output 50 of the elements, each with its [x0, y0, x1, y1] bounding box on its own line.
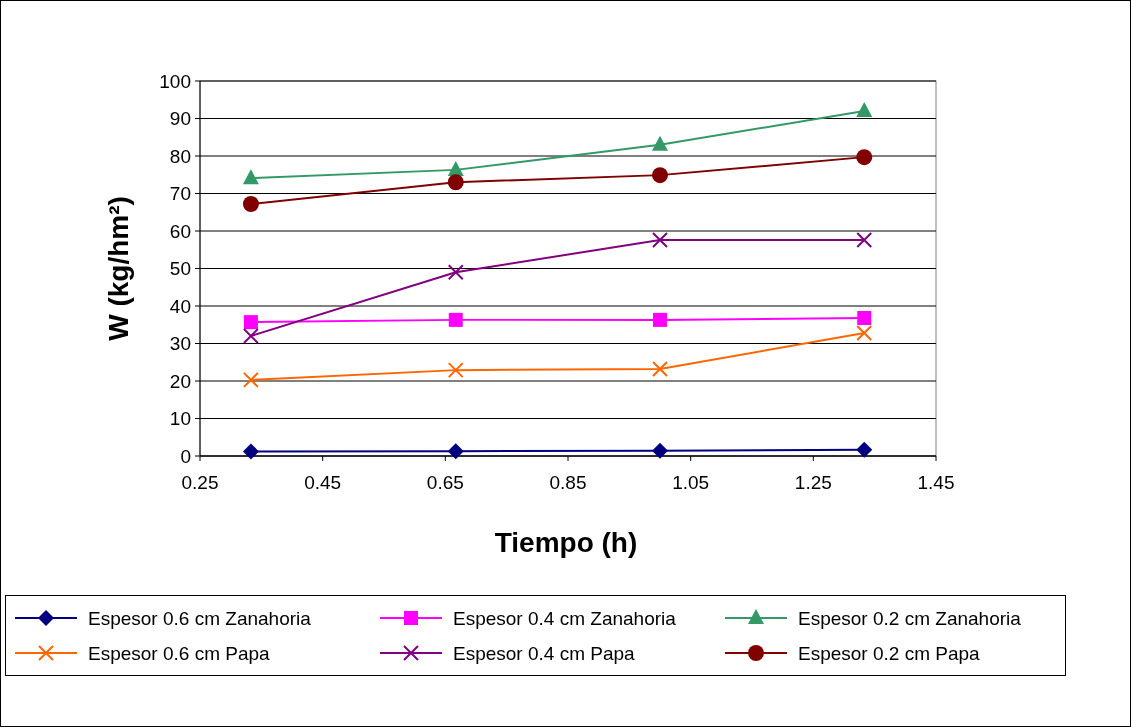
x-axis-title: Tiempo (h) [494, 527, 638, 558]
point [242, 443, 259, 460]
legend-label: Espesor 0.2 cm Zanahoria [798, 607, 1022, 629]
point [652, 167, 668, 184]
x-tick-label: 0.45 [304, 472, 342, 493]
point [653, 312, 667, 327]
legend-label: Espesor 0.2 cm Papa [798, 642, 981, 664]
point [652, 361, 668, 377]
x-tick-label: 0.85 [549, 472, 587, 493]
legend-label: Espesor 0.4 cm Zanahoria [453, 607, 677, 629]
point [242, 328, 259, 344]
y-tick-label: 60 [169, 220, 191, 242]
point [242, 371, 259, 388]
y-tick-label: 40 [169, 295, 191, 317]
y-tick-label: 0 [180, 445, 191, 467]
y-tick-label: 80 [169, 145, 191, 167]
legend-label: Espesor 0.6 cm Papa [88, 642, 271, 664]
point [448, 312, 463, 327]
y-tick-label: 100 [159, 70, 191, 92]
x-tick-label: 1.45 [917, 472, 955, 493]
point [447, 174, 464, 191]
point [652, 442, 668, 459]
point [856, 441, 873, 458]
y-axis-title: W (kg/hm²) [103, 196, 134, 341]
y-tick-label: 10 [169, 408, 191, 430]
point [856, 102, 873, 117]
point [242, 169, 259, 185]
legend-label: Espesor 0.6 cm Zanahoria [88, 607, 312, 629]
point [857, 311, 872, 325]
point [447, 443, 464, 460]
point [447, 160, 464, 176]
point [652, 232, 668, 248]
point [856, 325, 873, 341]
point [652, 135, 668, 151]
point [856, 149, 873, 166]
legend-label: Espesor 0.4 cm Papa [453, 642, 636, 664]
y-tick-label: 30 [169, 333, 191, 355]
point [856, 232, 873, 248]
y-tick-label: 20 [169, 370, 191, 392]
point [447, 362, 464, 379]
x-tick-label: 0.25 [181, 472, 219, 493]
point [447, 264, 464, 281]
x-tick-label: 1.25 [794, 472, 832, 493]
point [242, 196, 259, 212]
x-tick-label: 1.05 [672, 472, 710, 493]
y-tick-label: 50 [169, 258, 191, 280]
x-tick-label: 0.65 [426, 472, 464, 493]
y-tick-label: 70 [169, 183, 191, 205]
y-tick-label: 90 [169, 108, 191, 130]
point [243, 315, 258, 330]
